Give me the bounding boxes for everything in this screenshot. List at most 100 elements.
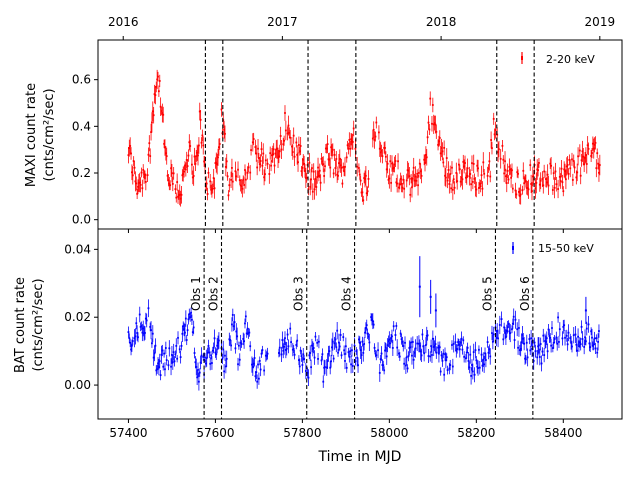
data-point [129,341,132,344]
data-point [194,162,197,165]
data-point [537,345,539,348]
data-point [258,359,261,362]
data-point [587,323,590,326]
data-point [234,347,237,350]
data-point [239,184,242,187]
data-point [576,171,579,174]
x-tick-label: 57800 [283,426,321,440]
data-point [273,164,276,167]
data-point [454,341,457,344]
data-point [291,151,294,153]
data-point [202,356,205,358]
data-point [280,148,283,151]
data-point [252,138,255,140]
data-point [441,359,444,362]
data-point [444,176,447,179]
data-point [331,150,333,153]
data-point [434,123,437,126]
data-point [386,162,389,165]
data-point [519,193,522,196]
data-point [357,364,359,367]
data-point [131,344,133,347]
y-tick-label: 0.4 [72,119,91,133]
data-point [364,177,366,180]
data-point [493,133,496,136]
data-point [159,374,162,377]
data-point [510,176,513,179]
data-point [339,164,342,167]
data-point [392,166,395,169]
data-point [565,165,568,168]
data-point [474,349,477,352]
data-point [458,348,461,351]
data-point [388,338,391,341]
data-point [161,349,164,352]
y-tick-label: 0.6 [72,73,91,87]
data-point [512,315,515,318]
data-point [142,327,145,330]
data-point [426,136,429,139]
data-point [136,332,139,334]
data-point [322,380,325,383]
data-point [335,158,338,160]
data-point [144,317,147,320]
data-point [479,185,482,188]
data-point [144,173,146,176]
data-point [338,345,341,348]
data-point [414,347,417,350]
observation-label: Obs 5 [480,276,494,311]
data-point [198,371,201,374]
data-point [471,370,474,373]
data-point [165,155,168,158]
data-point [577,335,579,338]
data-point [459,180,462,183]
data-point [411,341,414,343]
data-point [497,151,499,154]
data-point [212,346,215,349]
data-point [184,168,187,171]
data-point [573,166,576,169]
data-point [225,357,228,360]
data-point [208,351,211,354]
data-point [151,332,154,335]
data-point [410,341,412,344]
data-point [253,357,256,359]
data-point [329,366,332,369]
data-point [505,330,508,332]
data-point [341,182,344,185]
data-point [302,158,305,161]
data-point [172,172,175,175]
data-point [413,179,416,182]
data-point [418,285,421,288]
data-point [356,165,359,168]
data-point [464,357,467,360]
data-point [315,186,318,188]
data-point [372,323,375,326]
data-point [314,177,317,180]
data-point [427,355,430,357]
data-point [127,154,130,157]
x-tick-label: 58400 [544,426,582,440]
data-point [139,183,142,186]
data-point [134,335,137,338]
data-point [164,146,166,149]
data-point [384,155,387,158]
data-point [449,364,452,366]
data-point [547,328,550,331]
data-point [201,134,204,137]
data-point [199,361,202,364]
data-point [420,174,423,177]
data-point [523,342,526,345]
data-point [429,295,432,298]
data-point [444,174,446,177]
data-point [241,187,244,190]
data-point [462,160,465,163]
data-point [465,175,468,177]
data-point [285,347,288,350]
data-point [367,178,370,180]
data-point [338,158,341,160]
data-point [138,313,141,316]
data-point [591,344,594,347]
data-point [439,370,442,373]
data-point [366,332,369,335]
